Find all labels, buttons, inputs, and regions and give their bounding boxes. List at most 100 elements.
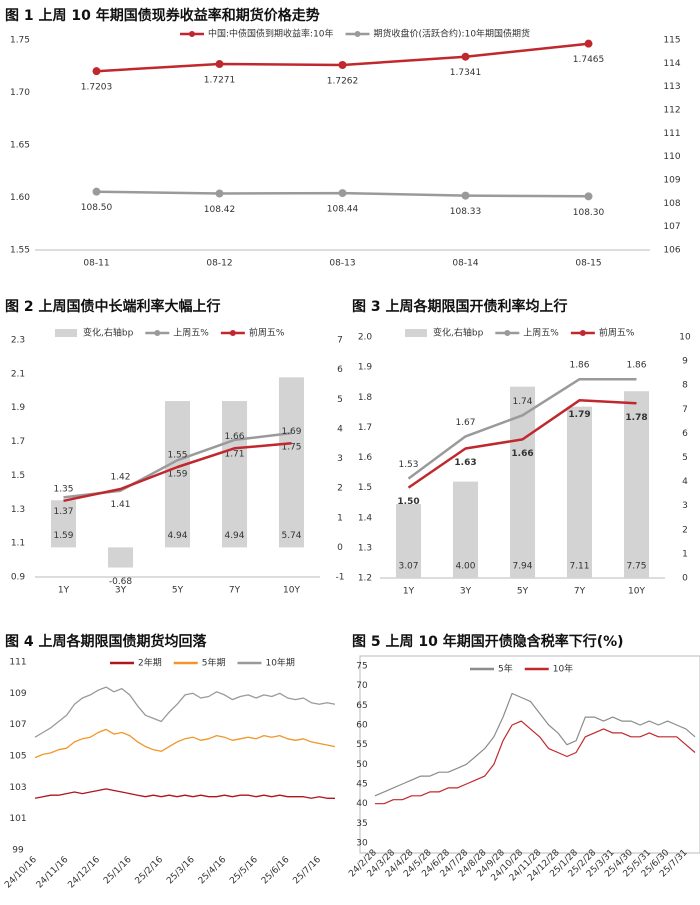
legend-marker [504,330,511,336]
y2-tick-label: 4 [337,424,343,434]
legend-swatch [55,329,77,337]
y-tick-label: 99 [12,846,24,856]
y-tick-label: 1.4 [358,513,373,523]
y2-tick-label: 1 [337,513,343,523]
y-tick-label: 1.7 [11,437,25,447]
y-tick-label: 1.6 [358,453,373,463]
y-tick-label: 1.9 [11,403,26,413]
x-tick-label: 3Y [460,587,472,597]
y-tick-label: 60 [356,721,368,731]
bar-value-label: 7.11 [569,562,589,572]
bar-value-label: 5.74 [281,531,301,541]
bar [107,547,134,568]
x-tick-label: 10Y [628,587,645,597]
y-tick-label: 109 [9,689,26,699]
bar-value-label: 1.59 [53,531,73,541]
y2-tick-label: 115 [663,36,680,46]
y-tick-label: 111 [9,658,26,668]
value-label: 1.86 [569,361,589,371]
y-tick-label: 1.5 [11,471,25,481]
series-line [34,788,335,799]
y-tick-label: 101 [9,814,26,824]
y2-tick-label: 2 [682,525,688,535]
x-tick-label: 25/2/16 [134,855,166,887]
plot-border [359,655,700,854]
y2-tick-label: 108 [663,199,680,209]
bar-value-label: 4.94 [224,531,244,541]
series-line [374,692,696,797]
bar-value-label: 7.94 [512,562,532,572]
y2-tick-label: 6 [337,365,343,375]
y-tick-label: 50 [356,760,368,770]
bar [395,504,422,578]
value-label: 1.59 [167,470,187,480]
y-tick-label: 0.9 [11,573,26,583]
y-tick-label: 30 [356,839,368,849]
value-label: 1.7341 [450,68,482,78]
y2-tick-label: 114 [663,59,680,69]
value-label: 1.74 [512,397,532,407]
value-label: 1.7203 [81,83,113,93]
legend-marker [154,330,161,336]
chart-title: 图 5 上周 10 年期国开债隐含税率下行(%) [352,633,624,650]
y-tick-label: 1.3 [358,543,372,553]
value-label: 1.66 [511,449,533,459]
series-line [375,720,696,805]
bar [50,500,77,548]
bar-value-label: 4.00 [455,562,475,572]
y2-tick-label: 106 [663,246,680,256]
y2-tick-label: 0 [682,574,688,584]
y2-tick-label: 5 [337,395,343,405]
y-tick-label: 75 [356,662,367,672]
y2-tick-label: 110 [663,152,680,162]
value-label: 1.37 [53,507,73,517]
value-label: 1.42 [110,472,130,482]
bar-value-label: 3.07 [398,562,418,572]
value-label: 1.7262 [327,76,359,86]
x-tick-label: 1Y [403,587,415,597]
value-label: 1.7271 [204,76,236,86]
value-label: 1.66 [224,432,244,442]
y-tick-label: 65 [356,701,367,711]
point [584,192,593,201]
value-label: 1.71 [224,449,244,459]
y-tick-label: 103 [9,783,26,793]
x-tick-label: 3Y [115,586,127,596]
y2-tick-label: 7 [682,405,688,415]
value-label: 108.33 [450,207,482,217]
y2-tick-label: 3 [337,454,343,464]
y-tick-label: 1.65 [10,141,30,151]
x-tick-label: 25/4/16 [197,855,229,887]
y-tick-label: 1.55 [10,246,30,256]
bar [623,391,650,578]
y2-tick-label: 3 [682,501,688,511]
legend-label: 前周五% [249,327,285,339]
y2-tick-label: 2 [337,484,343,494]
chart-title: 图 3 上周各期限国开债利率均上行 [352,298,568,315]
value-label: 108.30 [573,208,605,218]
value-label: 1.63 [454,458,476,468]
x-tick-label: 08-12 [206,259,232,269]
value-label: 108.42 [204,205,236,215]
series-line [34,728,336,759]
legend-label: 变化,右轴bp [83,327,134,339]
x-tick-label: 25/5/16 [228,855,260,887]
y2-tick-label: -1 [336,573,345,583]
x-tick-label: 25/1/16 [102,855,134,887]
x-tick-label: 08-14 [452,259,478,269]
legend-marker [354,31,361,37]
x-tick-label: 7Y [229,586,241,596]
legend-label: 10年期 [265,657,294,669]
x-tick-label: 25/6/16 [260,855,292,887]
x-tick-label: 25/7/16 [291,855,323,887]
y-tick-label: 2.0 [358,333,373,343]
x-tick-label: 24/11/16 [35,855,71,891]
y2-tick-label: 113 [663,82,680,92]
value-label: 1.78 [625,413,647,423]
series-line [407,377,637,480]
legend-label: 上周五% [523,328,559,339]
y-tick-label: 2.1 [11,369,25,379]
y-tick-label: 1.8 [358,393,373,403]
x-tick-label: 24/12/16 [66,855,102,891]
